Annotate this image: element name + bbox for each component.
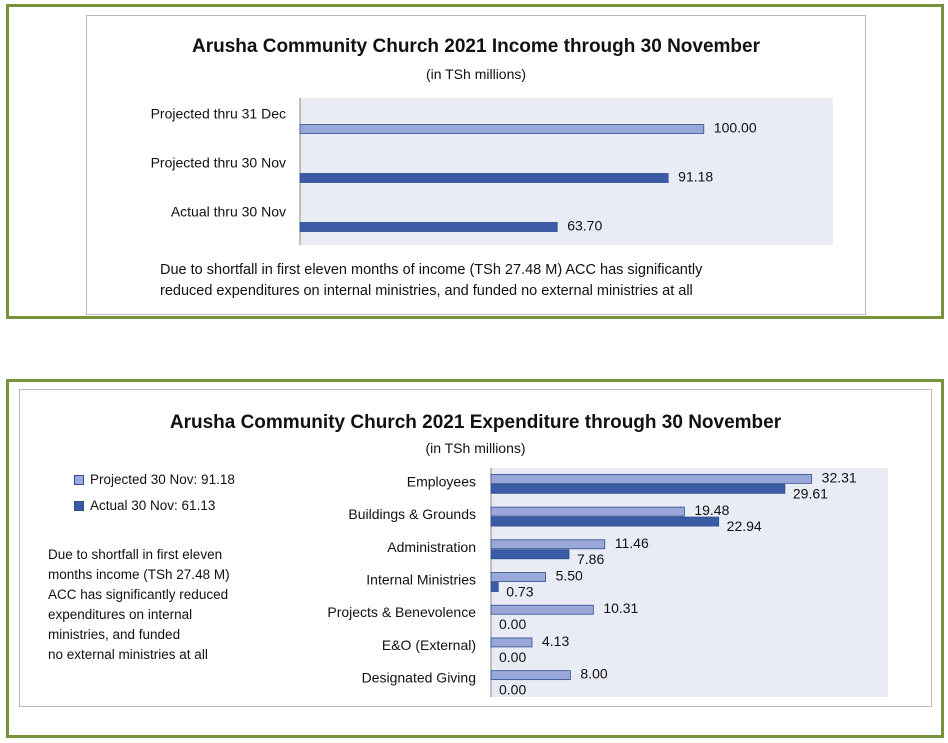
income-chart-area: Arusha Community Church 2021 Income thro… [86, 15, 866, 315]
projected-data-label: 32.31 [822, 469, 857, 485]
income-bar [299, 173, 669, 183]
income-data-label: 100.00 [714, 120, 757, 136]
income-category-label: Projected thru 31 Dec [151, 106, 286, 122]
income-chart-note: Due to shortfall in first eleven months … [160, 260, 702, 302]
expenditure-chart-title: Arusha Community Church 2021 Expenditure… [169, 412, 782, 433]
expenditure-note-line: ACC has significantly reduced [48, 587, 229, 602]
income-note-line: reduced expenditures on internal ministr… [160, 283, 693, 299]
projected-bar [490, 539, 606, 550]
projected-bar [490, 506, 685, 517]
actual-bar [490, 582, 499, 592]
income-plot-area [300, 98, 833, 245]
projected-bar [490, 604, 594, 615]
expenditure-note-line: ministries, and funded [48, 627, 181, 642]
projected-data-label: 4.13 [542, 633, 569, 649]
actual-data-label: 7.86 [577, 551, 604, 567]
legend-label-actual: Actual 30 Nov: 61.13 [90, 498, 216, 513]
expenditure-category-label: Projects & Benevolence [327, 604, 476, 620]
income-chart-title: Arusha Community Church 2021 Income thro… [191, 36, 760, 57]
expenditure-note-line: expenditures on internal [48, 607, 193, 622]
expenditure-category-label: Internal Ministries [366, 572, 476, 588]
projected-bar [490, 473, 813, 484]
income-bar [299, 222, 558, 232]
expenditure-note-line: no external ministries at all [48, 647, 208, 662]
projected-data-label: 19.48 [694, 502, 729, 518]
income-bar [299, 124, 705, 134]
income-category-label: Actual thru 30 Nov [171, 204, 286, 220]
projected-data-label: 8.00 [580, 666, 607, 682]
actual-data-label: 22.94 [727, 518, 762, 534]
projected-bar [490, 637, 533, 648]
income-chart-subtitle: (in TSh millions) [425, 66, 527, 82]
income-chart-panel: Arusha Community Church 2021 Income thro… [6, 4, 944, 319]
expenditure-category-label: Employees [407, 473, 476, 489]
expenditure-category-label: E&O (External) [382, 637, 476, 653]
income-data-label: 91.18 [678, 169, 713, 185]
legend-swatch-actual [74, 500, 84, 511]
income-data-label: 63.70 [567, 218, 602, 234]
actual-data-label: 29.61 [793, 485, 828, 501]
legend-item-projected: Projected 30 Nov: 91.18 [74, 472, 235, 487]
income-bar-chart: Projected thru 31 Dec 100.00 Projected thr… [151, 98, 833, 245]
actual-bar [490, 516, 720, 527]
actual-data-label: 0.00 [499, 649, 526, 665]
actual-data-label: 0.00 [499, 682, 526, 698]
expenditure-note-line: months income (TSh 27.48 M) [48, 567, 230, 582]
expenditure-category-label: Buildings & Grounds [348, 506, 476, 522]
income-category-label: Projected thru 30 Nov [151, 155, 286, 171]
actual-bar [490, 549, 570, 560]
expenditure-chart-area: Arusha Community Church 2021 Expenditure… [19, 389, 932, 707]
expenditure-chart-subtitle: (in TSh millions) [425, 440, 526, 456]
projected-data-label: 5.50 [556, 568, 583, 584]
expenditure-category-label: Administration [387, 539, 476, 555]
actual-data-label: 0.00 [499, 616, 526, 632]
expenditure-plot-area [491, 468, 888, 697]
actual-bar [490, 483, 786, 494]
legend-item-actual: Actual 30 Nov: 61.13 [74, 498, 215, 513]
projected-data-label: 10.31 [603, 600, 638, 616]
expenditure-chart-note: Due to shortfall in first eleven months … [48, 545, 230, 665]
expenditure-category-label: Designated Giving [362, 670, 476, 686]
legend-swatch-projected [74, 474, 84, 485]
actual-data-label: 0.73 [506, 584, 533, 600]
income-note-line: Due to shortfall in first eleven months … [160, 262, 703, 278]
projected-data-label: 11.46 [615, 535, 649, 551]
projected-bar [490, 670, 571, 681]
expenditure-note-line: Due to shortfall in first eleven [48, 547, 223, 562]
legend-label-projected: Projected 30 Nov: 91.18 [90, 472, 235, 487]
expenditure-chart-panel: Arusha Community Church 2021 Expenditure… [6, 379, 944, 738]
projected-bar [490, 572, 546, 582]
